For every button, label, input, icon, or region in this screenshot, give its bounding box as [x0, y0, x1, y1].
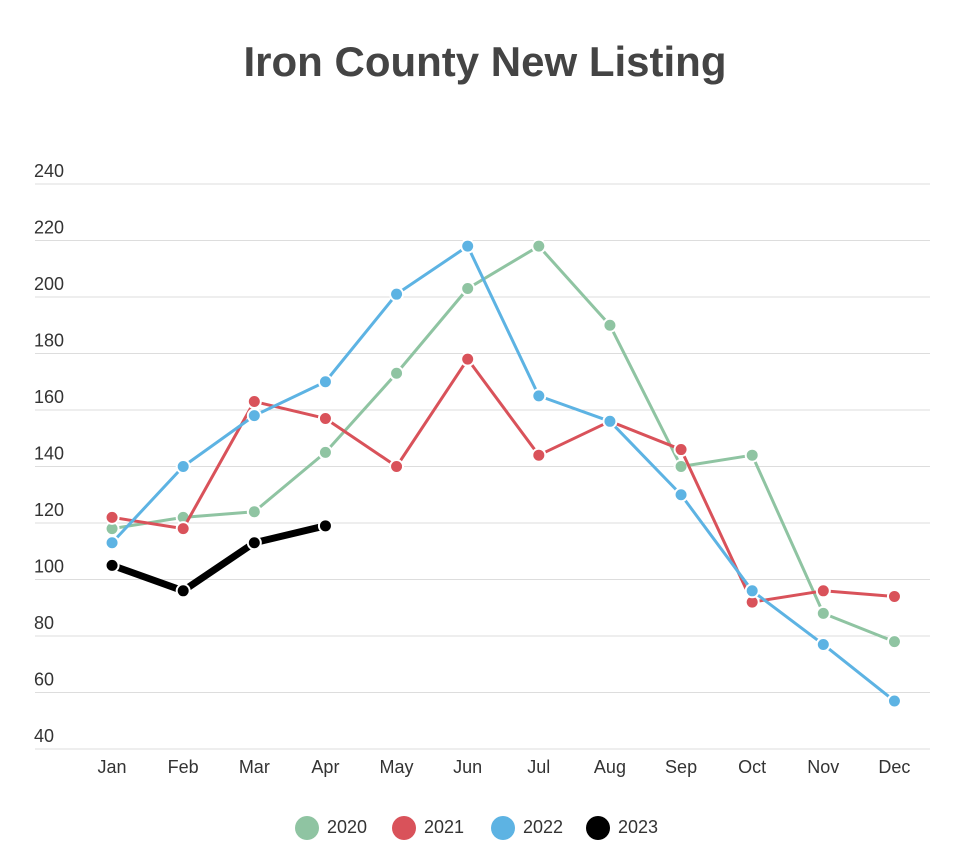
- data-point: [317, 518, 333, 534]
- data-point: [886, 693, 902, 709]
- x-tick-label: Sep: [665, 757, 697, 777]
- y-tick-label: 200: [34, 274, 64, 294]
- y-tick-label: 120: [34, 500, 64, 520]
- y-tick-label: 100: [34, 556, 64, 576]
- y-tick-label: 160: [34, 387, 64, 407]
- legend-swatch: [491, 816, 515, 840]
- data-point: [815, 605, 831, 621]
- x-tick-label: Dec: [878, 757, 910, 777]
- data-point: [602, 413, 618, 429]
- data-point: [317, 410, 333, 426]
- legend-label: 2023: [618, 817, 658, 837]
- data-point: [673, 442, 689, 458]
- data-point: [246, 408, 262, 424]
- legend-label: 2020: [327, 817, 367, 837]
- x-tick-label: Aug: [594, 757, 626, 777]
- data-point: [246, 504, 262, 520]
- x-tick-label: May: [380, 757, 414, 777]
- series-line: [110, 244, 896, 703]
- x-tick-label: Nov: [807, 757, 839, 777]
- data-point: [175, 583, 191, 599]
- y-tick-label: 220: [34, 217, 64, 237]
- data-point: [317, 444, 333, 460]
- data-point: [886, 634, 902, 650]
- data-point: [104, 535, 120, 551]
- x-tick-label: Jan: [98, 757, 127, 777]
- data-point: [460, 351, 476, 367]
- data-point: [531, 447, 547, 463]
- x-tick-label: Jul: [527, 757, 550, 777]
- y-tick-label: 60: [34, 669, 54, 689]
- data-point: [317, 374, 333, 390]
- data-point: [175, 521, 191, 537]
- legend-label: 2022: [523, 817, 563, 837]
- y-tick-label: 180: [34, 330, 64, 350]
- data-point: [673, 487, 689, 503]
- legend-swatch: [392, 816, 416, 840]
- data-point: [246, 394, 262, 410]
- data-point: [389, 459, 405, 474]
- series-line: [111, 357, 895, 604]
- y-tick-label: 140: [34, 443, 64, 463]
- y-tick-label: 40: [34, 726, 54, 746]
- data-point: [531, 388, 547, 404]
- x-tick-label: Apr: [311, 757, 339, 777]
- data-point: [246, 535, 262, 551]
- x-tick-label: Mar: [239, 757, 270, 777]
- data-point: [531, 238, 547, 254]
- y-tick-label: 240: [34, 161, 64, 181]
- legend-swatch: [295, 816, 319, 840]
- data-point: [460, 281, 476, 297]
- data-point: [389, 365, 405, 381]
- data-point: [815, 583, 831, 599]
- x-tick-label: Oct: [738, 757, 766, 777]
- legend-swatch: [586, 816, 610, 840]
- series-line: [110, 522, 327, 595]
- data-point: [104, 509, 120, 525]
- data-point: [744, 447, 760, 463]
- legend-label: 2021: [424, 817, 464, 837]
- data-point: [602, 317, 618, 333]
- y-tick-label: 80: [34, 613, 54, 633]
- data-point: [460, 238, 476, 254]
- data-point: [815, 636, 831, 652]
- x-tick-label: Feb: [168, 757, 199, 777]
- data-point: [389, 286, 405, 302]
- x-tick-label: Jun: [453, 757, 482, 777]
- series-line: [111, 244, 895, 644]
- data-point: [175, 459, 191, 474]
- data-point: [104, 557, 120, 573]
- data-point: [886, 588, 902, 604]
- data-point: [744, 583, 760, 599]
- chart-title: Iron County New Listing: [244, 38, 727, 85]
